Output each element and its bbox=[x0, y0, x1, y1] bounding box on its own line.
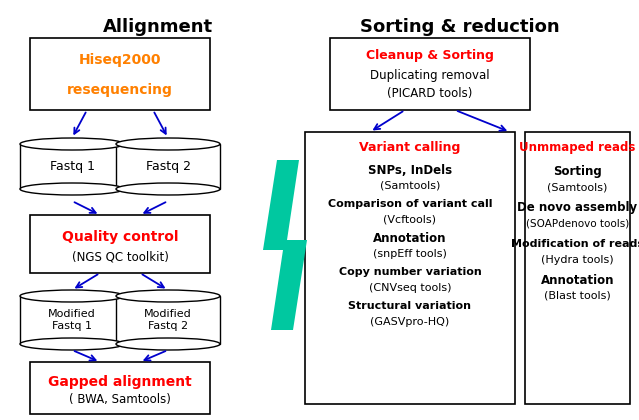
Bar bbox=[30, 362, 210, 414]
Text: Hiseq2000: Hiseq2000 bbox=[79, 53, 161, 67]
Text: (SOAPdenovo tools): (SOAPdenovo tools) bbox=[526, 219, 629, 229]
Text: (CNVseq tools): (CNVseq tools) bbox=[369, 283, 451, 293]
Polygon shape bbox=[263, 160, 307, 330]
Ellipse shape bbox=[116, 338, 220, 350]
Bar bbox=[525, 132, 630, 404]
Text: SNPs, InDels: SNPs, InDels bbox=[368, 163, 452, 176]
Text: (Hydra tools): (Hydra tools) bbox=[541, 255, 614, 265]
Ellipse shape bbox=[116, 138, 220, 150]
Text: De novo assembly: De novo assembly bbox=[518, 202, 638, 215]
Bar bbox=[30, 38, 210, 110]
Text: Modified
Fastq 1: Modified Fastq 1 bbox=[48, 309, 96, 331]
Text: (Vcftools): (Vcftools) bbox=[383, 215, 436, 225]
Text: Gapped alignment: Gapped alignment bbox=[48, 375, 192, 389]
Text: Sorting & reduction: Sorting & reduction bbox=[360, 18, 560, 36]
Text: Allignment: Allignment bbox=[103, 18, 213, 36]
Text: Fastq 2: Fastq 2 bbox=[146, 160, 190, 173]
Bar bbox=[116, 144, 220, 189]
Text: (Blast tools): (Blast tools) bbox=[544, 291, 611, 301]
Text: (GASVpro-HQ): (GASVpro-HQ) bbox=[371, 317, 450, 327]
Text: (Samtools): (Samtools) bbox=[548, 183, 608, 193]
Bar bbox=[305, 132, 515, 404]
Text: Structural variation: Structural variation bbox=[348, 301, 472, 311]
Ellipse shape bbox=[20, 183, 124, 195]
Text: Modified
Fastq 2: Modified Fastq 2 bbox=[144, 309, 192, 331]
Bar bbox=[20, 144, 124, 189]
Bar bbox=[30, 215, 210, 273]
Text: (PICARD tools): (PICARD tools) bbox=[387, 87, 473, 100]
Text: Duplicating removal: Duplicating removal bbox=[370, 69, 490, 82]
Bar bbox=[20, 296, 124, 344]
Bar bbox=[116, 296, 220, 344]
Text: Fastq 1: Fastq 1 bbox=[49, 160, 95, 173]
Ellipse shape bbox=[116, 183, 220, 195]
Ellipse shape bbox=[20, 290, 124, 302]
Text: (snpEff tools): (snpEff tools) bbox=[373, 249, 447, 259]
Text: Variant calling: Variant calling bbox=[359, 142, 461, 155]
Ellipse shape bbox=[20, 138, 124, 150]
Text: Unmmaped reads: Unmmaped reads bbox=[520, 142, 636, 155]
Text: Cleanup & Sorting: Cleanup & Sorting bbox=[366, 50, 494, 63]
Text: resequencing: resequencing bbox=[67, 83, 173, 97]
Text: Annotation: Annotation bbox=[541, 273, 614, 286]
Text: Copy number variation: Copy number variation bbox=[339, 267, 481, 277]
Text: Quality control: Quality control bbox=[62, 230, 178, 244]
Text: Annotation: Annotation bbox=[373, 231, 447, 244]
Text: ( BWA, Samtools): ( BWA, Samtools) bbox=[69, 394, 171, 407]
Bar bbox=[330, 38, 530, 110]
Text: (Samtools): (Samtools) bbox=[380, 181, 440, 191]
Text: Sorting: Sorting bbox=[553, 165, 602, 178]
Text: Modification of reads: Modification of reads bbox=[511, 239, 639, 249]
Text: Comparison of variant call: Comparison of variant call bbox=[328, 199, 492, 209]
Ellipse shape bbox=[20, 338, 124, 350]
Text: (NGS QC toolkit): (NGS QC toolkit) bbox=[72, 250, 169, 263]
Ellipse shape bbox=[116, 290, 220, 302]
